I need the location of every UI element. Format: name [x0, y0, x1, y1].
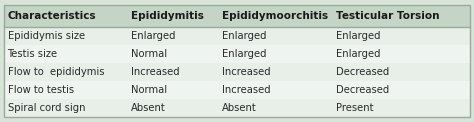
Text: Absent: Absent [222, 103, 257, 113]
Text: Absent: Absent [131, 103, 166, 113]
Text: Epididymoorchitis: Epididymoorchitis [222, 11, 328, 21]
Text: Increased: Increased [222, 67, 271, 77]
Text: Present: Present [337, 103, 374, 113]
Text: Enlarged: Enlarged [337, 31, 381, 41]
Text: Increased: Increased [131, 67, 180, 77]
Text: Epididymis size: Epididymis size [8, 31, 85, 41]
Text: Spiral cord sign: Spiral cord sign [8, 103, 85, 113]
Text: Enlarged: Enlarged [222, 49, 267, 59]
Text: Flow to  epididymis: Flow to epididymis [8, 67, 104, 77]
Text: Normal: Normal [131, 49, 167, 59]
Text: Enlarged: Enlarged [131, 31, 176, 41]
Text: Characteristics: Characteristics [8, 11, 96, 21]
Text: Testis size: Testis size [8, 49, 58, 59]
Text: Enlarged: Enlarged [337, 49, 381, 59]
Bar [4, 45, 470, 63]
Bar [4, 63, 470, 81]
Bar [4, 81, 470, 99]
Text: Decreased: Decreased [337, 67, 390, 77]
Text: Normal: Normal [131, 85, 167, 95]
Text: Enlarged: Enlarged [222, 31, 267, 41]
Text: Flow to testis: Flow to testis [8, 85, 74, 95]
Text: Epididymitis: Epididymitis [131, 11, 204, 21]
Bar [4, 5, 470, 27]
Text: Increased: Increased [222, 85, 271, 95]
Text: Decreased: Decreased [337, 85, 390, 95]
Text: Testicular Torsion: Testicular Torsion [337, 11, 440, 21]
Bar [4, 27, 470, 45]
Bar [4, 99, 470, 117]
